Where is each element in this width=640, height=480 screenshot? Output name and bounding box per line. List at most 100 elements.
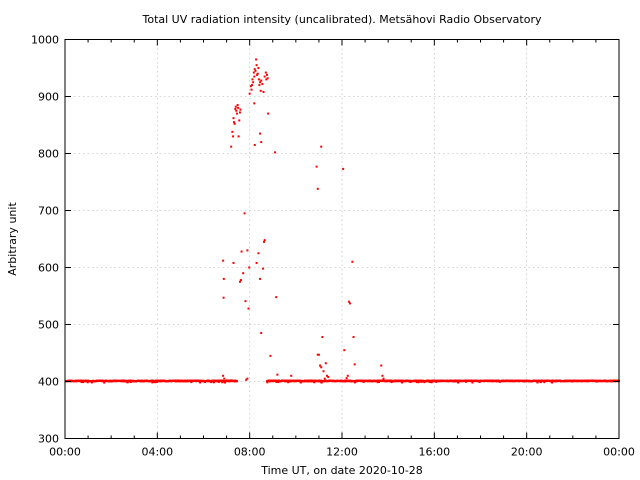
data-point (316, 353, 319, 356)
data-point (320, 381, 323, 384)
data-point (263, 239, 266, 242)
data-point (255, 64, 258, 67)
data-point (103, 381, 106, 384)
data-point (199, 381, 202, 384)
data-point (232, 117, 235, 120)
data-point (125, 379, 128, 382)
y-axis-label: Arbitrary unit (6, 202, 19, 276)
data-point (232, 135, 235, 138)
data-point (320, 366, 323, 369)
data-point (323, 377, 326, 380)
data-point (536, 381, 539, 384)
data-point (551, 381, 554, 384)
data-point (222, 259, 225, 262)
data-point (349, 302, 352, 305)
data-point (345, 377, 348, 380)
data-point (342, 167, 345, 170)
data-point (381, 374, 384, 377)
data-point (257, 67, 260, 69)
data-points (65, 58, 620, 384)
data-point (262, 90, 265, 93)
data-point (266, 381, 269, 384)
data-point (234, 105, 237, 108)
data-point (321, 336, 324, 339)
data-point (222, 374, 225, 377)
data-point (380, 364, 383, 367)
data-point (376, 381, 379, 384)
data-point (346, 374, 349, 377)
x-tick-label: 12:00 (326, 446, 358, 459)
data-point (263, 75, 266, 78)
data-point (250, 84, 253, 87)
data-point (276, 373, 279, 376)
data-point (224, 381, 227, 384)
data-point (259, 89, 262, 92)
data-point (232, 261, 235, 264)
x-tick-label: 00:00 (603, 446, 635, 459)
data-point (315, 165, 318, 168)
data-point (237, 106, 240, 109)
data-point (354, 381, 357, 384)
data-point (252, 71, 255, 74)
data-point (352, 336, 355, 339)
data-point (237, 135, 240, 138)
data-point (231, 130, 234, 133)
y-tick-label: 700 (38, 205, 59, 218)
y-tick-label: 900 (38, 91, 59, 104)
data-point (320, 145, 323, 148)
data-point (248, 92, 251, 95)
data-point (235, 109, 238, 112)
data-point (253, 143, 256, 146)
data-point (246, 377, 249, 380)
data-point (317, 353, 320, 356)
data-point (235, 380, 238, 383)
data-point (377, 381, 380, 384)
data-point (269, 354, 272, 357)
data-point (275, 296, 278, 299)
data-point (90, 381, 93, 384)
data-point (324, 362, 327, 365)
data-point (266, 77, 269, 80)
data-point (239, 279, 242, 282)
data-point (327, 375, 330, 378)
y-tick-label: 600 (38, 262, 59, 275)
data-point (275, 380, 278, 383)
data-point (212, 381, 215, 384)
data-point (382, 377, 385, 380)
data-point (261, 82, 264, 85)
data-point (238, 280, 241, 283)
data-point (262, 240, 265, 243)
data-point (236, 104, 239, 107)
data-point (347, 300, 350, 303)
data-point (258, 84, 261, 87)
x-tick-label: 16:00 (418, 446, 450, 459)
data-point (471, 381, 474, 384)
data-point (235, 112, 238, 115)
data-point (239, 108, 242, 111)
data-point (343, 349, 346, 352)
data-point (225, 379, 228, 382)
x-tick-label: 08:00 (234, 446, 266, 459)
data-point (221, 381, 224, 384)
data-point (255, 58, 258, 61)
grid-lines (65, 39, 619, 439)
data-point (250, 88, 253, 91)
data-point (126, 381, 129, 384)
data-point (543, 381, 546, 384)
data-point (259, 277, 262, 280)
y-tick-label: 400 (38, 376, 59, 389)
data-point (262, 267, 265, 270)
data-point (227, 379, 230, 382)
data-point (249, 85, 252, 88)
data-point (260, 141, 263, 144)
data-point (248, 266, 251, 269)
data-point (234, 108, 237, 111)
data-point (222, 296, 225, 299)
data-point (251, 78, 254, 81)
data-point (401, 381, 404, 384)
data-point (240, 250, 243, 253)
y-tick-label: 500 (38, 319, 59, 332)
data-point (232, 121, 235, 124)
data-point (230, 145, 233, 148)
data-point (313, 381, 316, 384)
